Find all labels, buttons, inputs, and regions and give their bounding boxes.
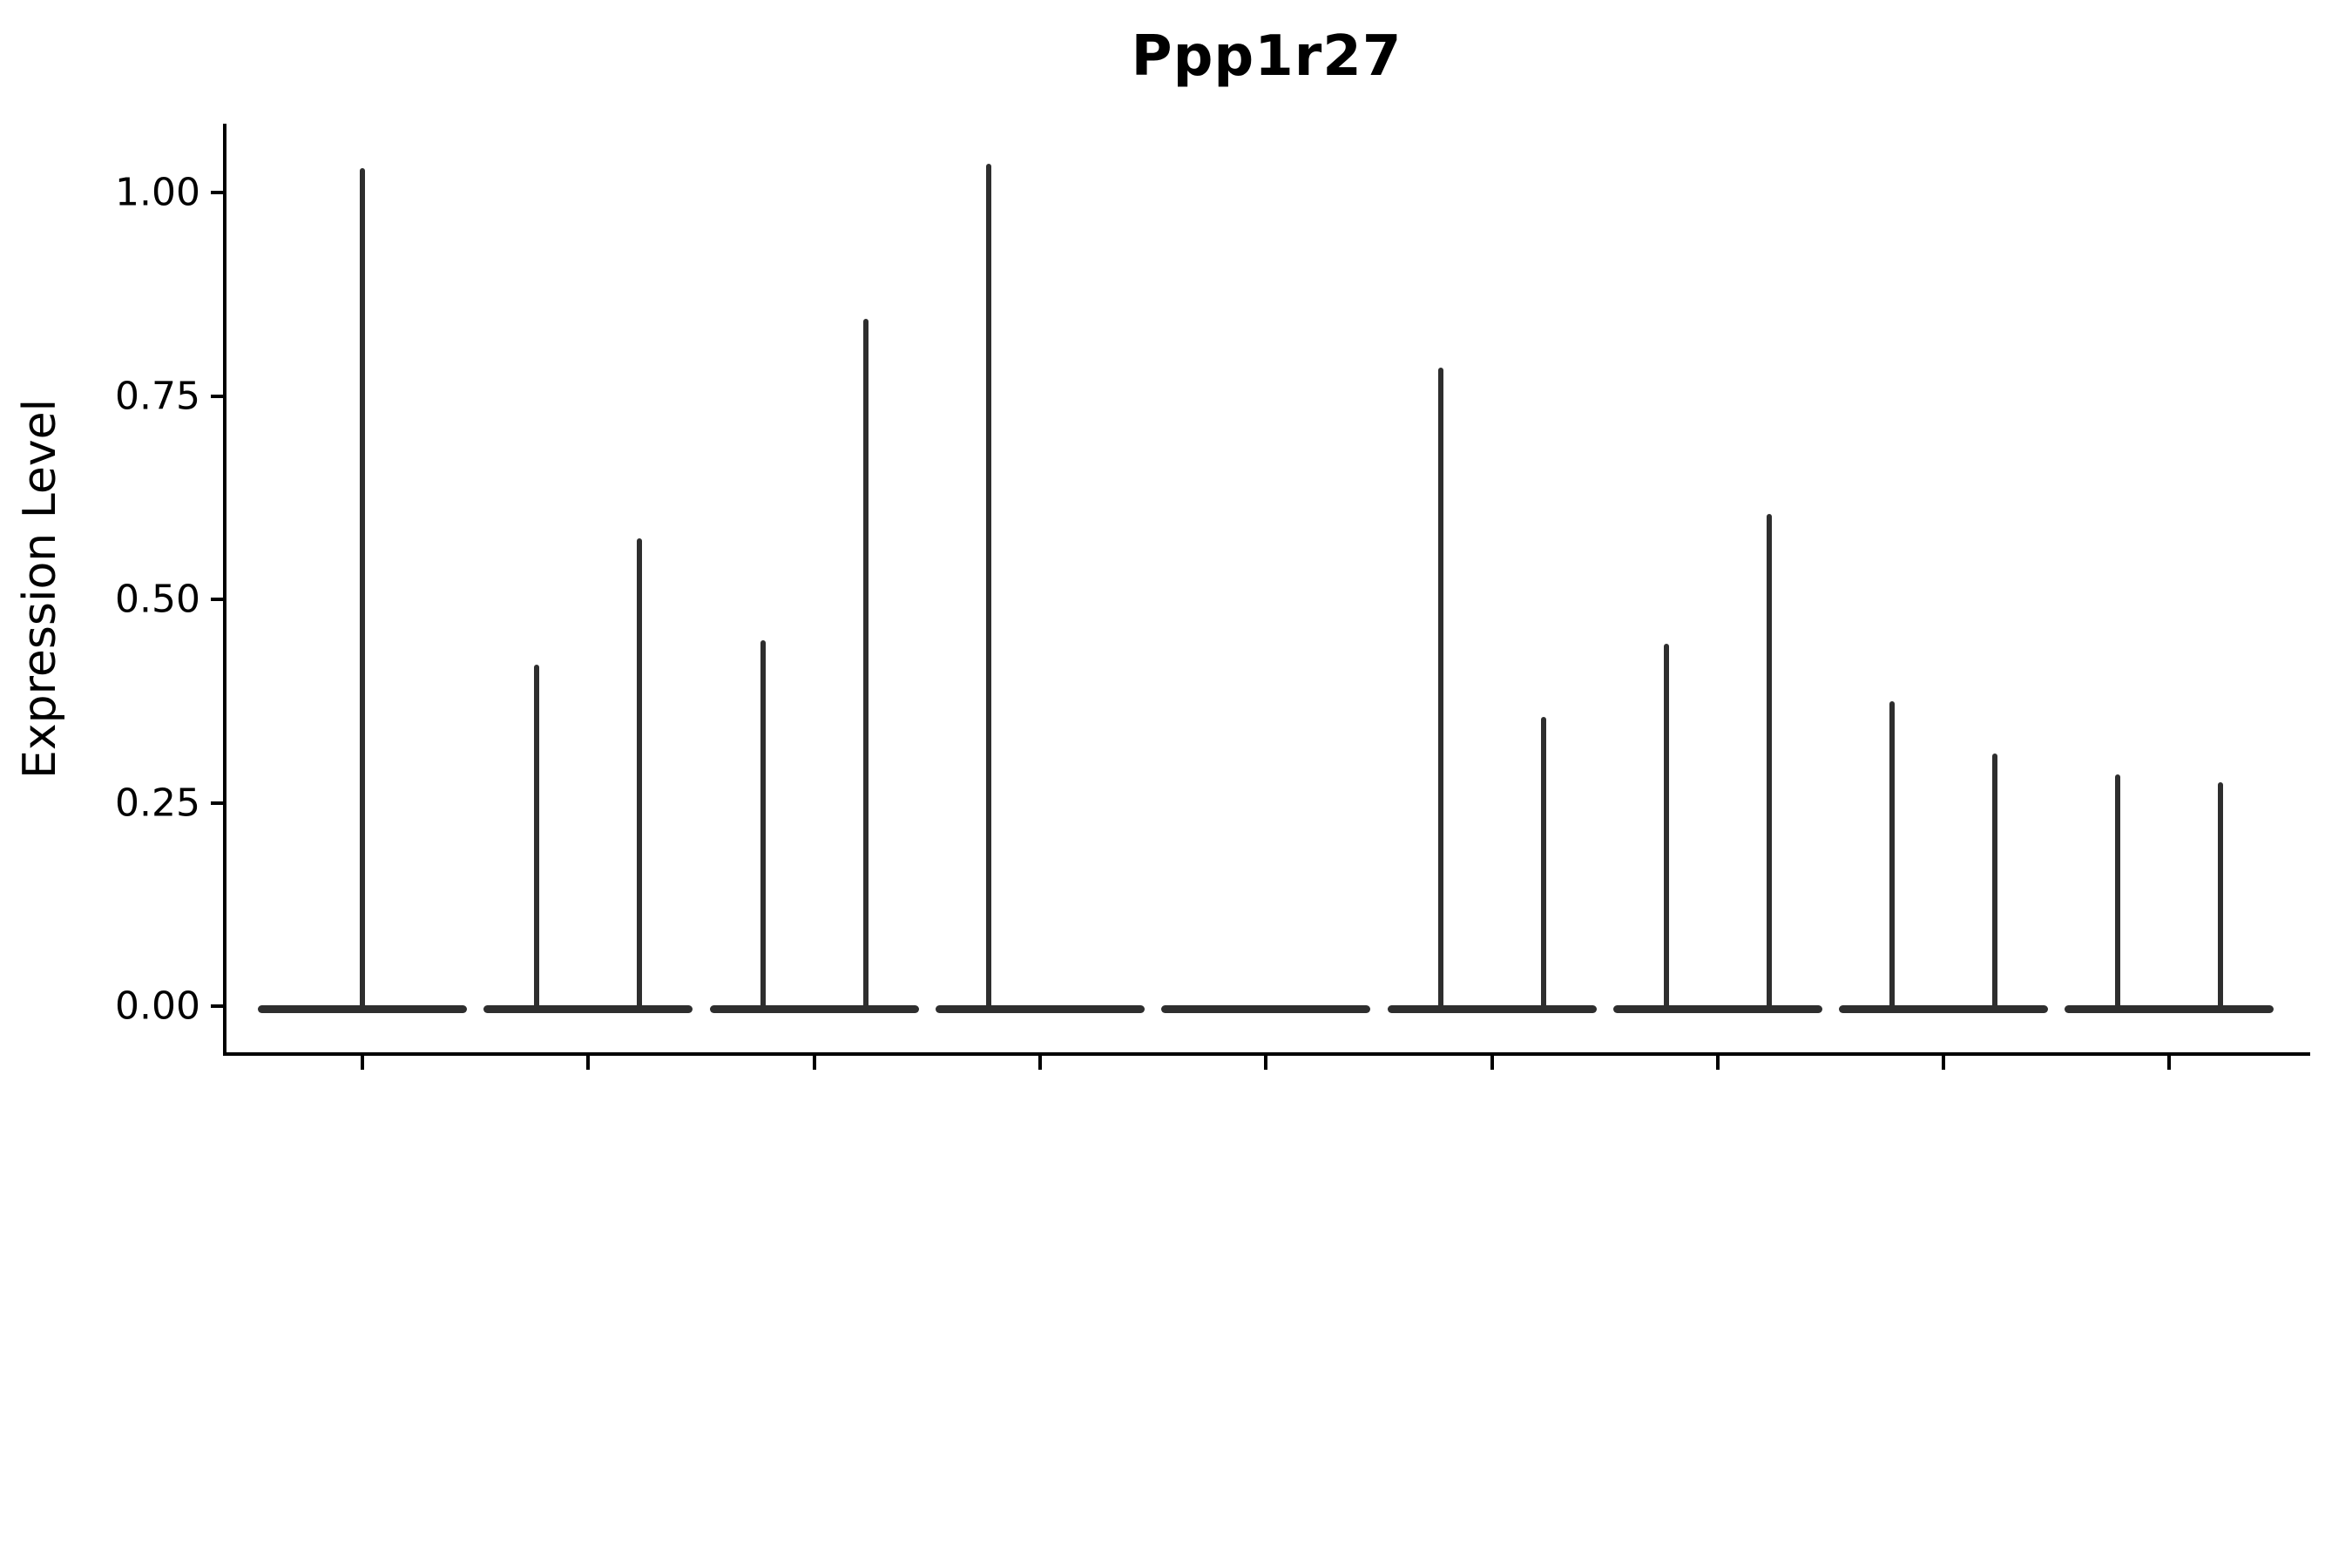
violin-baseline: [1839, 1004, 2049, 1013]
x-tick-mark: [2167, 1056, 2172, 1070]
violin-spike: [1889, 700, 1896, 1013]
x-tick-mark: [1490, 1056, 1494, 1070]
violin-baseline: [483, 1004, 693, 1013]
violin-spike: [637, 537, 643, 1013]
y-tick-mark: [211, 191, 223, 194]
x-tick-mark: [1942, 1056, 1946, 1070]
y-tick-mark: [211, 801, 223, 805]
x-tick-mark: [361, 1056, 364, 1070]
x-tick-mark: [586, 1056, 591, 1070]
violin-baseline: [1161, 1004, 1371, 1013]
violin-spike: [760, 639, 766, 1013]
violin-baseline: [709, 1004, 919, 1013]
violin-baseline: [1612, 1004, 1822, 1013]
violin-spike: [1766, 513, 1772, 1013]
x-axis-spine: [223, 1052, 2310, 1056]
y-tick-label: 0.25: [115, 781, 200, 825]
violin-baseline: [935, 1004, 1145, 1013]
y-tick-mark: [211, 394, 223, 398]
y-tick-mark: [211, 1004, 223, 1008]
x-tick-mark: [1715, 1056, 1720, 1070]
violin-baseline: [2065, 1004, 2274, 1013]
violin-spike: [534, 664, 540, 1013]
violin-spike: [2218, 782, 2224, 1013]
violin-spike: [862, 318, 868, 1013]
chart-title: Ppp1r27: [1131, 24, 1402, 89]
y-tick-label: 0.00: [115, 983, 200, 1029]
x-tick-mark: [812, 1056, 816, 1070]
y-tick-label: 0.75: [115, 374, 200, 418]
x-tick-mark: [1037, 1056, 1042, 1070]
y-tick-label: 1.00: [115, 170, 200, 215]
violin-spike: [360, 167, 365, 1013]
violin-spike: [2115, 774, 2121, 1013]
violin-spike: [1663, 644, 1669, 1013]
x-tick-mark: [1264, 1056, 1268, 1070]
violin-spike: [1992, 754, 1998, 1013]
violin-spike: [1437, 367, 1443, 1013]
y-axis-label: Expression Level: [14, 398, 66, 780]
violin-spike: [1540, 717, 1546, 1013]
violin-baseline: [1387, 1004, 1597, 1013]
y-tick-label: 0.50: [115, 577, 200, 622]
y-axis-spine: [223, 124, 226, 1056]
y-tick-mark: [211, 598, 223, 601]
violin-spike: [985, 164, 991, 1013]
